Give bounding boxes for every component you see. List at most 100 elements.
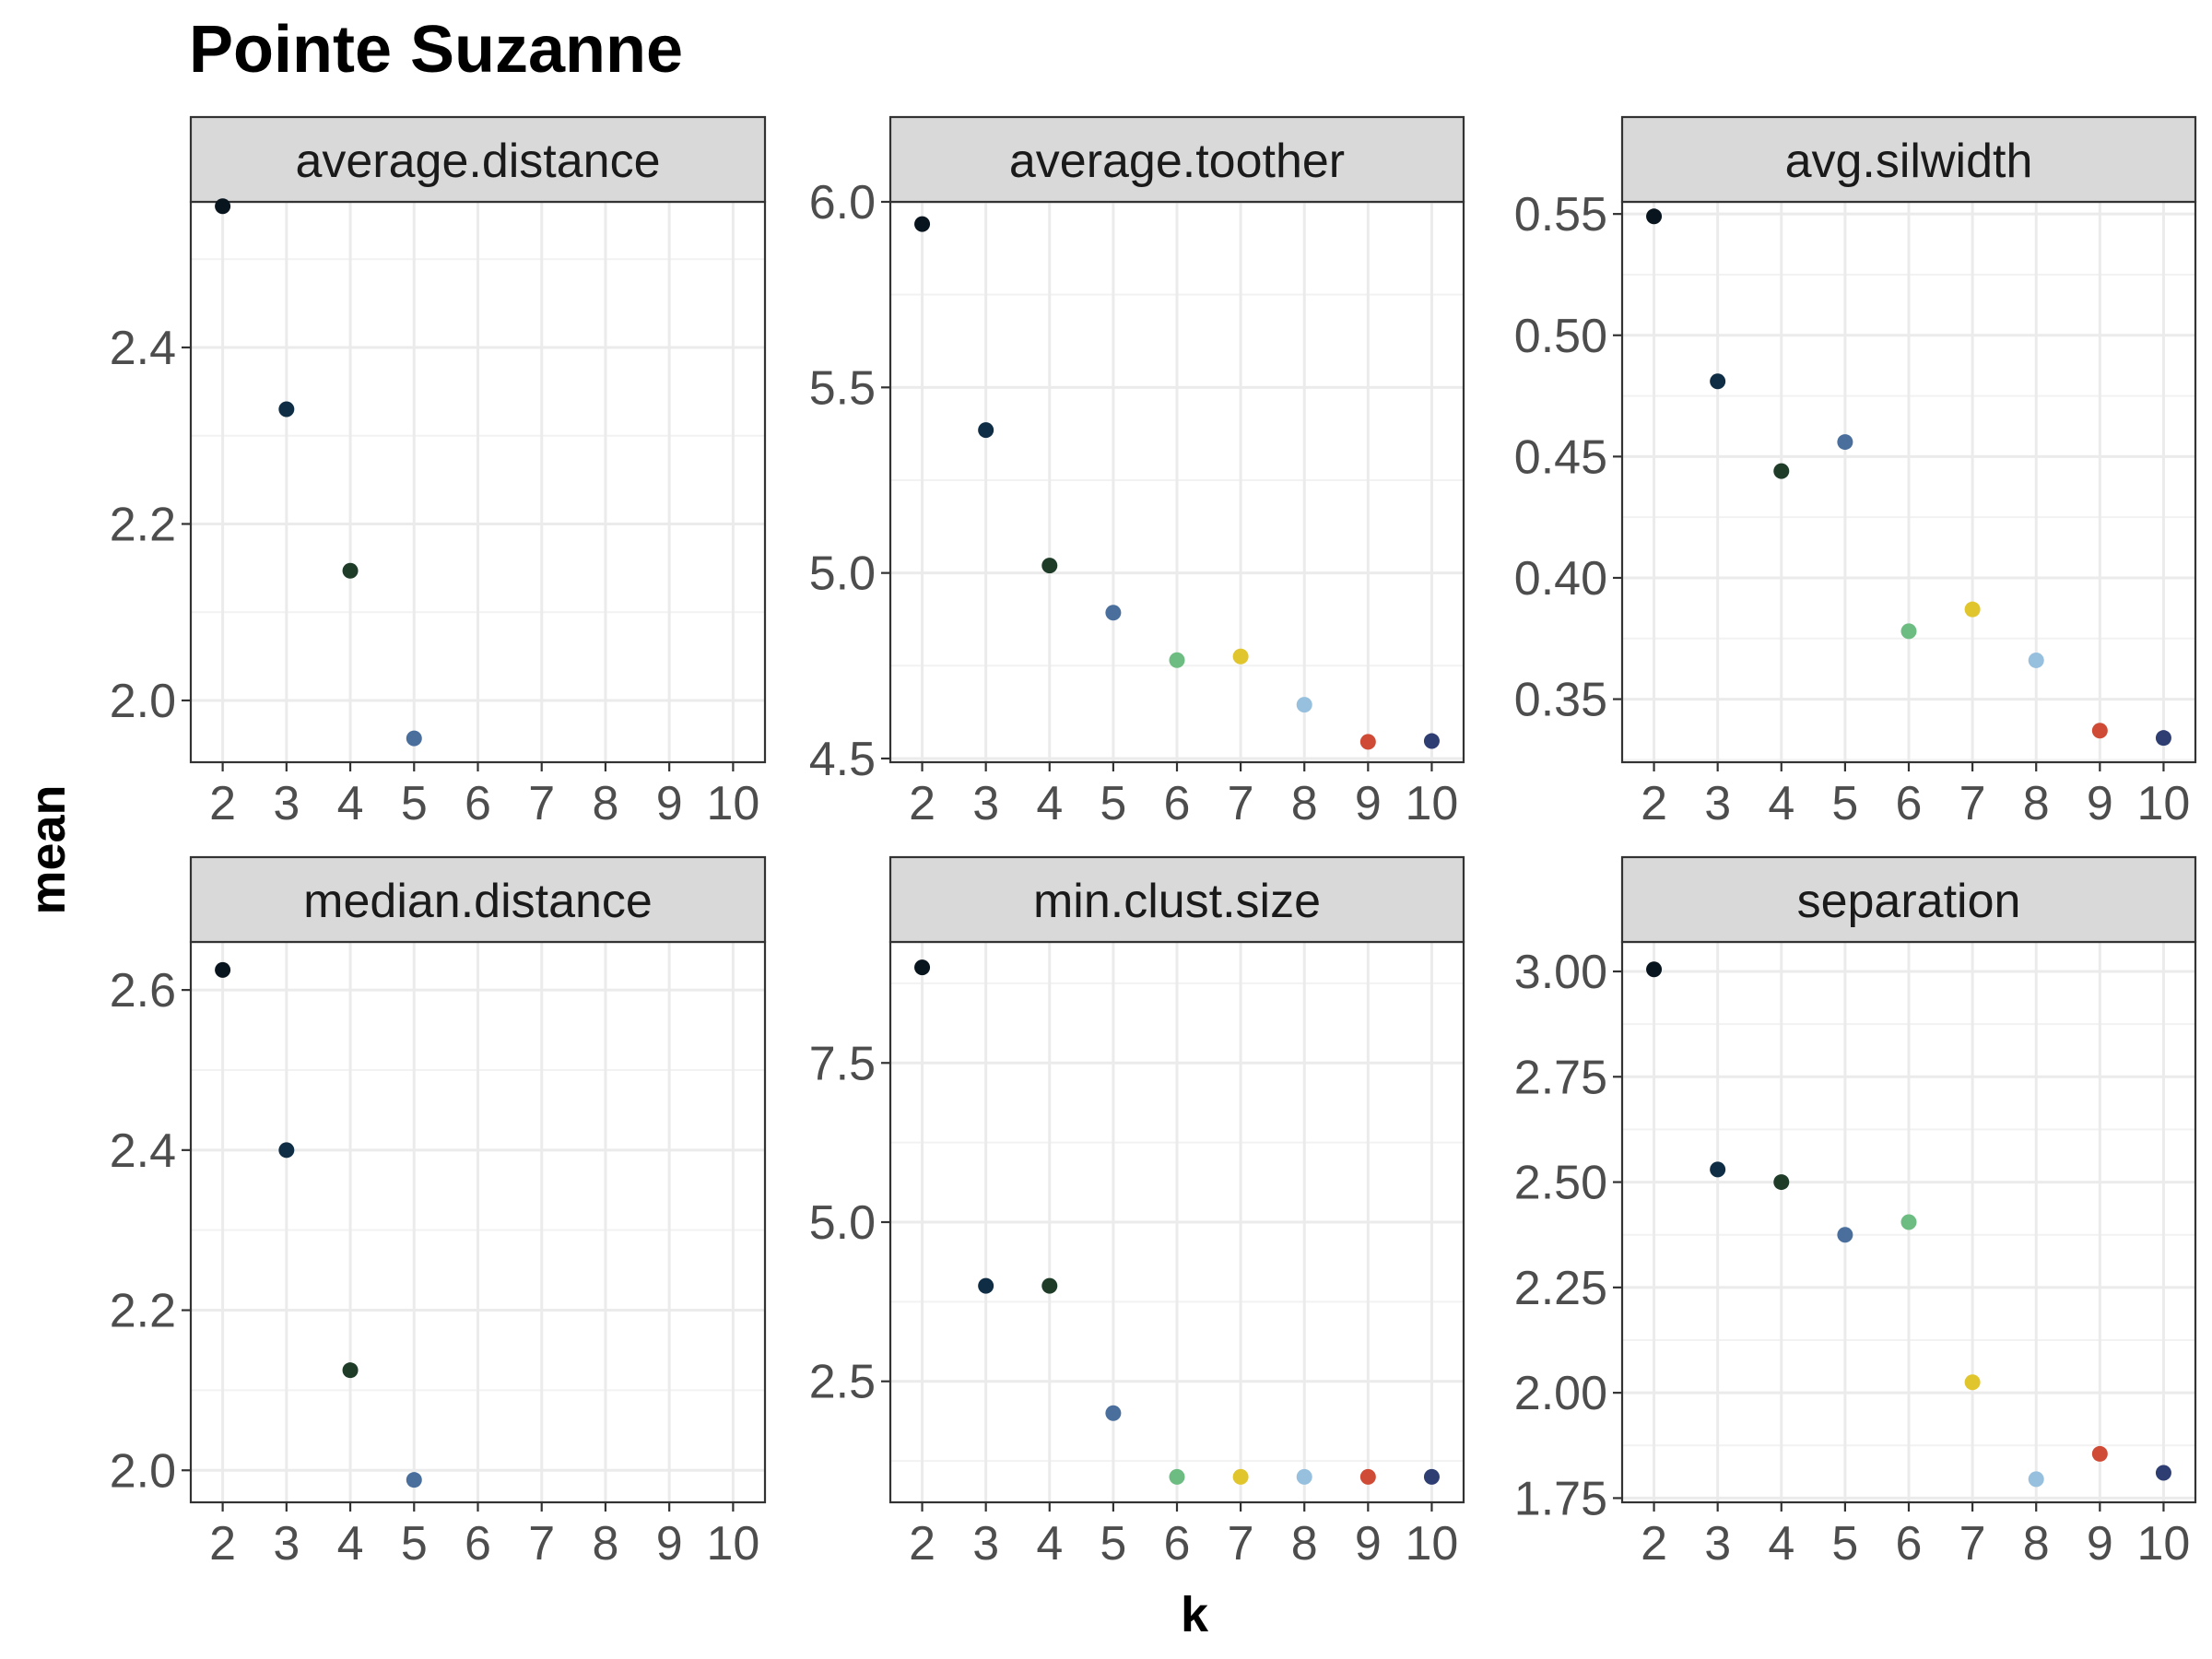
y-tick-label: 2.2 [110, 1285, 176, 1338]
x-tick-label: 3 [1704, 777, 1731, 830]
data-point-k6 [1900, 1214, 1917, 1230]
data-point-k9 [2091, 723, 2108, 739]
data-point-k8 [2028, 652, 2044, 668]
data-point-k3 [278, 1142, 295, 1159]
y-tick-label: 2.0 [110, 675, 176, 728]
x-tick-label: 10 [706, 777, 759, 830]
x-tick-label: 3 [972, 777, 999, 830]
y-tick-label: 6.0 [809, 176, 876, 229]
x-tick-label: 5 [1831, 1517, 1858, 1571]
data-point-k5 [1105, 1405, 1122, 1421]
x-tick-label: 7 [1959, 1517, 1986, 1571]
data-point-k4 [1773, 463, 1790, 479]
data-point-k7 [1232, 1468, 1249, 1485]
strip-label: min.clust.size [1033, 875, 1321, 928]
x-tick-label: 7 [528, 777, 555, 830]
data-point-k4 [342, 1362, 359, 1379]
x-tick-label: 6 [465, 777, 491, 830]
data-point-k3 [978, 422, 994, 439]
x-tick-label: 7 [528, 1517, 555, 1571]
x-tick-label: 8 [592, 1517, 618, 1571]
x-tick-label: 7 [1959, 777, 1986, 830]
x-tick-label: 10 [706, 1517, 759, 1571]
y-tick-label: 2.5 [809, 1356, 876, 1409]
strip-label: average.toother [1009, 135, 1345, 188]
data-point-k7 [1964, 1374, 1981, 1391]
data-point-k2 [914, 216, 931, 232]
strip-label: separation [1797, 875, 2021, 928]
x-tick-label: 5 [401, 1517, 428, 1571]
x-tick-label: 10 [2137, 1517, 2191, 1571]
x-tick-label: 3 [273, 777, 300, 830]
x-tick-label: 4 [337, 1517, 364, 1571]
data-point-k9 [2091, 1445, 2108, 1462]
data-point-k9 [1359, 1468, 1376, 1485]
x-tick-label: 3 [1704, 1517, 1731, 1571]
x-tick-label: 5 [1100, 1517, 1126, 1571]
y-tick-label: 2.4 [110, 1124, 176, 1178]
x-tick-label: 7 [1228, 1517, 1254, 1571]
y-tick-label: 0.40 [1514, 552, 1607, 606]
strip-background [888, 855, 1465, 944]
x-tick-label: 4 [1036, 777, 1063, 830]
data-point-k8 [1296, 697, 1312, 713]
panel-min-clust-size: min.clust.size 2.5 5.0 7.5 2 3 4 5 6 7 8 9 10 [809, 855, 1465, 1571]
x-tick-label: 3 [972, 1517, 999, 1571]
x-tick-label: 9 [656, 777, 683, 830]
x-tick-label: 7 [1228, 777, 1254, 830]
x-tick-label: 8 [2023, 777, 2050, 830]
data-point-k6 [1169, 652, 1185, 668]
x-tick-label: 9 [656, 1517, 683, 1571]
data-point-k9 [1359, 734, 1376, 750]
y-axis-title: mean [20, 784, 76, 914]
y-tick-label: 0.35 [1514, 674, 1607, 727]
data-point-k3 [1710, 373, 1726, 390]
data-point-k2 [1646, 208, 1663, 225]
panel-median-distance: median.distance 2.0 2.2 2.4 2.6 2 3 4 5 6 7 8 9 10 [110, 855, 767, 1571]
panel-separation: separation 1.75 2.00 2.25 2.50 2.75 3.00 2 3 4 5 6 7… [1514, 855, 2197, 1571]
data-point-k7 [1964, 601, 1981, 618]
data-point-k10 [2155, 730, 2171, 747]
strip-background [1620, 855, 2197, 944]
x-tick-label: 10 [1406, 1517, 1459, 1571]
x-tick-label: 5 [401, 777, 428, 830]
x-tick-label: 8 [1291, 1517, 1318, 1571]
data-point-k3 [278, 401, 295, 418]
panel-average-distance: average.distance 2.0 2.2 2.4 2 3 4 5 6 7 8 9 10 [110, 115, 767, 830]
x-tick-label: 9 [2087, 1517, 2113, 1571]
strip-label: avg.silwidth [1785, 135, 2033, 188]
y-tick-label: 2.4 [110, 322, 176, 375]
y-tick-label: 0.50 [1514, 310, 1607, 363]
x-tick-label: 6 [1164, 1517, 1191, 1571]
data-point-k5 [406, 730, 422, 747]
y-tick-label: 3.00 [1514, 946, 1607, 999]
x-tick-label: 10 [1406, 777, 1459, 830]
x-tick-label: 5 [1831, 777, 1858, 830]
panel-average-toother: average.toother 4.5 5.0 5.5 6.0 2 3 4 5 6 7 8 9 10 [809, 115, 1465, 830]
x-tick-label: 4 [1768, 777, 1794, 830]
x-tick-label: 6 [465, 1517, 491, 1571]
x-tick-label: 6 [1896, 1517, 1923, 1571]
data-point-k4 [1773, 1174, 1790, 1191]
data-point-k3 [1710, 1161, 1726, 1178]
data-point-k2 [215, 961, 231, 978]
strip-background [1620, 115, 2197, 204]
strip-background [189, 855, 767, 944]
data-point-k4 [1041, 558, 1058, 574]
data-point-k2 [215, 198, 231, 215]
x-tick-label: 3 [273, 1517, 300, 1571]
x-axis-title: k [1181, 1587, 1209, 1642]
y-tick-label: 2.50 [1514, 1157, 1607, 1210]
y-tick-label: 0.45 [1514, 430, 1607, 484]
x-tick-label: 9 [1355, 777, 1382, 830]
data-point-k5 [1837, 1227, 1853, 1243]
x-tick-label: 2 [209, 777, 236, 830]
y-tick-label: 7.5 [809, 1037, 876, 1090]
data-point-k4 [1041, 1277, 1058, 1294]
x-tick-label: 2 [1641, 777, 1667, 830]
x-tick-label: 8 [592, 777, 618, 830]
y-tick-label: 0.55 [1514, 188, 1607, 241]
x-tick-label: 8 [2023, 1517, 2050, 1571]
data-point-k4 [342, 562, 359, 579]
